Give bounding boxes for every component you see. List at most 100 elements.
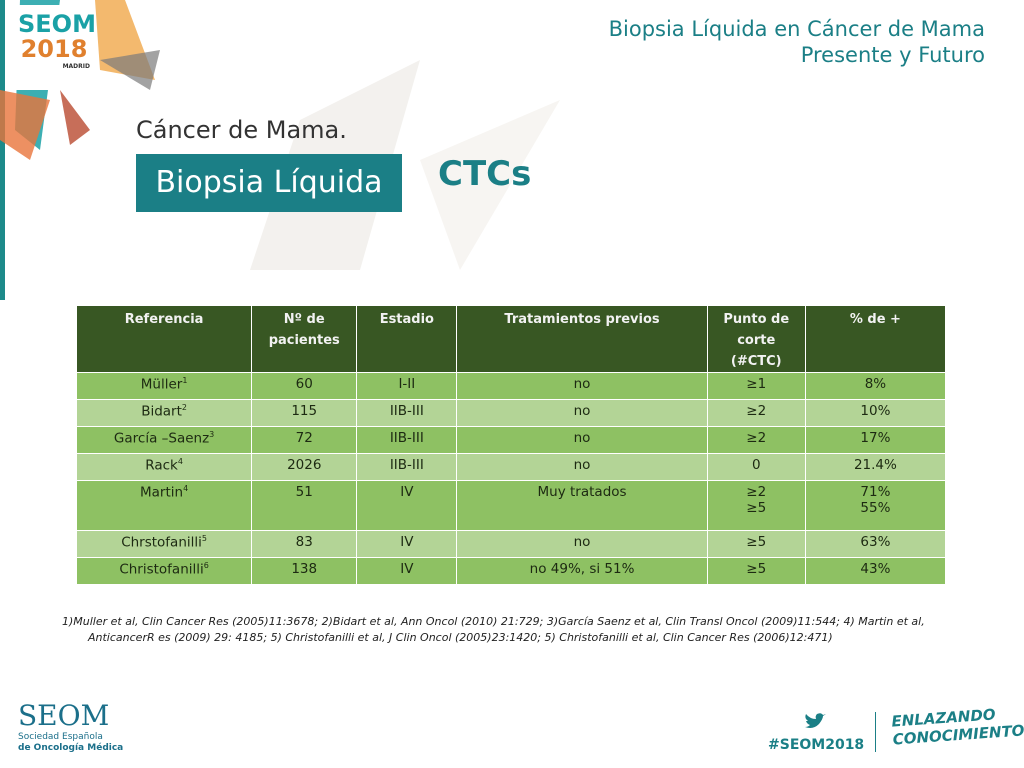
- cell-line: ≥2: [746, 484, 767, 500]
- table-cell: Christofanilli6: [75, 557, 253, 585]
- table-cell: no: [456, 530, 708, 558]
- table-cell: Muy tratados: [456, 480, 708, 531]
- table-cell: no: [456, 453, 708, 481]
- table-cell: Rack4: [75, 453, 253, 481]
- table: Referencia Nº de pacientes Estadio Tratamie…: [75, 305, 947, 585]
- ref-name: Rack: [145, 457, 178, 474]
- table-cell: 10%: [804, 399, 947, 427]
- logo: SEOM 2018 MADRID: [18, 10, 96, 72]
- ref-note: 4: [183, 484, 189, 493]
- table-cell: 71% 55%: [804, 480, 947, 531]
- table-cell: 63%: [804, 530, 947, 558]
- slogan: ENLAZANDO CONOCIMIENTO: [891, 703, 1024, 748]
- cell-line: 21.4%: [853, 457, 897, 473]
- table-cell: ≥1: [706, 372, 806, 400]
- cell-line: 55%: [860, 500, 891, 516]
- cell-line: 63%: [860, 534, 891, 550]
- table-cell: no: [456, 372, 708, 400]
- table-cell: 0: [706, 453, 806, 481]
- table-cell: no: [456, 399, 708, 427]
- table-cell: Martin4: [75, 480, 253, 531]
- divider: [875, 712, 876, 752]
- cell-line: 0: [751, 457, 761, 473]
- ref-note: 4: [177, 457, 183, 466]
- header-cell: % de +: [804, 305, 947, 373]
- cell-line: 10%: [860, 403, 891, 419]
- ref-note: 6: [203, 561, 209, 570]
- table-cell: ≥2: [706, 426, 806, 454]
- header-cell: Nº de pacientes: [251, 305, 358, 373]
- cell-line: 17%: [860, 430, 891, 446]
- cell-line: ≥2: [746, 403, 767, 419]
- table-cell: Chrstofanilli5: [75, 530, 253, 558]
- table-cell: IV: [356, 480, 458, 531]
- ref-name: Martin: [140, 484, 184, 501]
- logo-text: SEOM: [18, 10, 96, 38]
- table-cell: Bidart2: [75, 399, 253, 427]
- twitter-icon: [805, 713, 826, 728]
- cell-line: 71%: [860, 484, 891, 500]
- footnote-line: 1)Muller et al, Clin Cancer Res (2005)11…: [62, 615, 925, 628]
- cell-line: ≥2: [746, 430, 767, 446]
- table-cell: 8%: [804, 372, 947, 400]
- topic: CTCs: [438, 154, 532, 194]
- table-row: Müller1 60 I-II no ≥1 8%: [75, 372, 947, 400]
- table-cell: IV: [356, 530, 458, 558]
- table-row: Chrstofanilli5 83 IV no ≥5 63%: [75, 530, 947, 558]
- table-cell: IIB-III: [356, 399, 458, 427]
- ref-name: García –Saenz: [113, 430, 210, 447]
- table-cell: 21.4%: [804, 453, 947, 481]
- table-row: García –Saenz3 72 IIB-III no ≥2 17%: [75, 426, 947, 454]
- table-cell: ≥5: [706, 557, 806, 585]
- table-cell: IIB-III: [356, 453, 458, 481]
- table-row: Bidart2 115 IIB-III no ≥2 10%: [75, 399, 947, 427]
- table-cell: 72: [251, 426, 358, 454]
- org-line: Sociedad Española: [18, 732, 103, 742]
- table-cell: 115: [251, 399, 358, 427]
- table-row: Rack4 2026 IIB-III no 0 21.4%: [75, 453, 947, 481]
- table-row: Christofanilli6 138 IV no 49%, si 51% ≥5 43%: [75, 557, 947, 585]
- table-cell: no: [456, 426, 708, 454]
- footnote: 1)Muller et al, Clin Cancer Res (2005)11…: [62, 614, 925, 646]
- table-cell: ≥2 ≥5: [706, 480, 806, 531]
- table-cell: IV: [356, 557, 458, 585]
- table-cell: 51: [251, 480, 358, 531]
- footer-org: SEOM Sociedad Española de Oncología Médi…: [18, 700, 123, 754]
- table-cell: I-II: [356, 372, 458, 400]
- table-cell: García –Saenz3: [75, 426, 253, 454]
- header-subtitle: Presente y Futuro: [800, 43, 985, 67]
- cell-line: 8%: [864, 376, 887, 392]
- table-cell: 83: [251, 530, 358, 558]
- hashtag: #SEOM2018: [768, 737, 865, 753]
- table-cell: 2026: [251, 453, 358, 481]
- header-cell: Estadio: [356, 305, 458, 373]
- table-cell: IIB-III: [356, 426, 458, 454]
- ref-name: Christofanilli: [119, 561, 204, 578]
- cell-line: ≥5: [746, 561, 767, 577]
- header-cell: Referencia: [75, 305, 253, 373]
- table-cell: ≥2: [706, 399, 806, 427]
- ref-note: 3: [209, 430, 215, 439]
- table-cell: ≥5: [706, 530, 806, 558]
- cell-line: ≥5: [746, 500, 767, 516]
- header-cell: Tratamientos previos: [456, 305, 708, 373]
- header-cell: Punto de corte (#CTC): [706, 305, 806, 373]
- ref-note: 1: [182, 376, 188, 385]
- table-cell: 17%: [804, 426, 947, 454]
- table-cell: 60: [251, 372, 358, 400]
- table-cell: Müller1: [75, 372, 253, 400]
- section-title: Cáncer de Mama.: [136, 116, 347, 144]
- cell-line: 43%: [860, 561, 891, 577]
- logo-city: MADRID: [62, 63, 90, 70]
- ref-note: 2: [181, 403, 187, 412]
- cell-line: ≥1: [746, 376, 767, 392]
- footnote-line: AnticancerR es (2009) 29: 4185; 5) Chris…: [88, 631, 833, 644]
- ref-name: Chrstofanilli: [121, 534, 202, 551]
- table-cell: 43%: [804, 557, 947, 585]
- badge: Biopsia Líquida: [136, 154, 402, 212]
- org-name: SEOM: [18, 699, 110, 732]
- ref-name: Müller: [140, 376, 183, 393]
- header-title: Biopsia Líquida en Cáncer de Mama: [608, 17, 985, 41]
- table-cell: no 49%, si 51%: [456, 557, 708, 585]
